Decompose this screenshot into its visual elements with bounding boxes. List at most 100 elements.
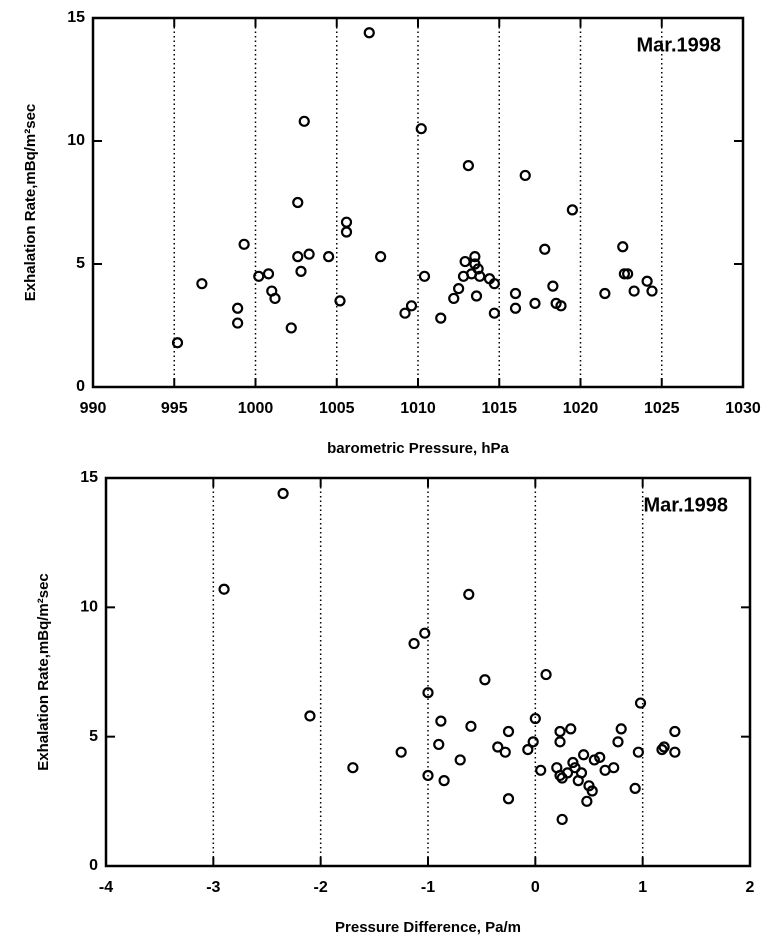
data-point xyxy=(375,251,387,263)
data-point xyxy=(238,238,250,250)
data-point xyxy=(405,300,418,312)
data-point xyxy=(629,782,641,795)
data-point xyxy=(615,723,627,735)
data-point xyxy=(594,751,606,763)
data-point xyxy=(566,204,578,216)
y-tick-label: 0 xyxy=(89,857,98,874)
data-point xyxy=(340,226,353,238)
data-point xyxy=(586,785,598,797)
annotation: Mar.1998 xyxy=(643,494,728,516)
x-tick-label: -3 xyxy=(206,879,220,896)
data-point xyxy=(567,756,579,769)
data-point xyxy=(488,307,500,319)
x-tick-label: 1030 xyxy=(725,400,761,417)
x-tick-label: 1015 xyxy=(481,400,517,417)
data-point xyxy=(469,251,481,263)
y-tick-label: 15 xyxy=(80,469,98,486)
data-point xyxy=(522,743,534,756)
data-point xyxy=(470,290,483,302)
data-point xyxy=(285,322,297,334)
data-point xyxy=(561,767,574,779)
x-axis-label: barometric Pressure, hPa xyxy=(327,440,509,457)
x-tick-label: 1 xyxy=(638,879,647,896)
x-tick-label: 1025 xyxy=(644,400,680,417)
plot-frame xyxy=(91,16,745,389)
x-tick-label: 995 xyxy=(161,400,188,417)
data-point xyxy=(612,736,624,748)
data-point xyxy=(415,123,427,135)
y-tick-label: 0 xyxy=(76,378,85,395)
y-tick-label: 10 xyxy=(67,132,85,149)
y-tick-label: 5 xyxy=(76,255,85,272)
data-point xyxy=(453,283,465,295)
data-point xyxy=(669,725,681,738)
data-point xyxy=(547,280,559,292)
data-point xyxy=(334,295,346,307)
data-point xyxy=(463,588,475,601)
data-point xyxy=(509,302,522,314)
data-point xyxy=(488,278,500,290)
data-point xyxy=(269,292,281,305)
data-point xyxy=(539,243,551,255)
annotation: Mar.1998 xyxy=(636,34,721,56)
x-tick-label: 1000 xyxy=(238,400,274,417)
data-point xyxy=(555,300,567,312)
data-point xyxy=(656,743,668,756)
data-point xyxy=(617,241,629,253)
data-point xyxy=(448,292,460,305)
x-tick-label: -1 xyxy=(421,879,435,896)
data-point xyxy=(565,723,577,735)
data-point xyxy=(277,487,289,500)
data-point xyxy=(232,317,244,329)
data-point xyxy=(519,169,531,182)
data-point xyxy=(474,270,486,282)
data-point xyxy=(435,715,447,727)
data-point xyxy=(462,160,474,172)
data-point xyxy=(253,270,265,282)
data-point xyxy=(418,270,431,282)
data-point xyxy=(196,278,208,290)
y-tick-label: 15 xyxy=(67,9,85,26)
x-tick-label: 0 xyxy=(531,879,540,896)
data-point xyxy=(628,285,640,297)
data-point xyxy=(502,725,515,738)
data-point xyxy=(535,764,547,776)
data-point xyxy=(540,668,552,681)
data-point xyxy=(465,720,477,732)
data-point xyxy=(459,255,471,268)
data-point xyxy=(232,302,244,314)
x-tick-label: -4 xyxy=(99,879,113,896)
data-point xyxy=(556,772,568,784)
data-point xyxy=(304,710,316,722)
data-point xyxy=(641,275,653,287)
data-point xyxy=(472,263,484,275)
data-point xyxy=(646,285,658,297)
data-point xyxy=(622,268,634,280)
y-axis-label: Exhalation Rate,mBq/m²sec xyxy=(35,573,52,771)
data-point xyxy=(433,738,445,751)
data-point xyxy=(608,762,620,774)
y-axis-label: Exhalation Rate,mBq/m²sec xyxy=(22,104,39,302)
data-point xyxy=(438,775,450,787)
x-tick-label: 1010 xyxy=(400,400,436,417)
data-point xyxy=(399,307,411,319)
data-point xyxy=(292,196,304,209)
data-point xyxy=(578,749,590,761)
data-point xyxy=(171,337,184,349)
x-tick-label: 990 xyxy=(80,400,107,417)
data-point xyxy=(632,746,644,758)
data-point xyxy=(529,297,541,309)
data-point xyxy=(529,712,541,725)
data-point xyxy=(527,736,539,748)
data-point xyxy=(658,741,670,753)
plot-frame xyxy=(104,476,752,868)
data-point xyxy=(303,248,315,260)
data-point xyxy=(588,754,600,766)
data-point xyxy=(554,736,566,748)
data-point xyxy=(509,287,522,300)
data-point xyxy=(298,115,310,127)
x-tick-label: 1020 xyxy=(563,400,599,417)
data-point xyxy=(340,216,353,228)
data-point xyxy=(395,746,407,758)
